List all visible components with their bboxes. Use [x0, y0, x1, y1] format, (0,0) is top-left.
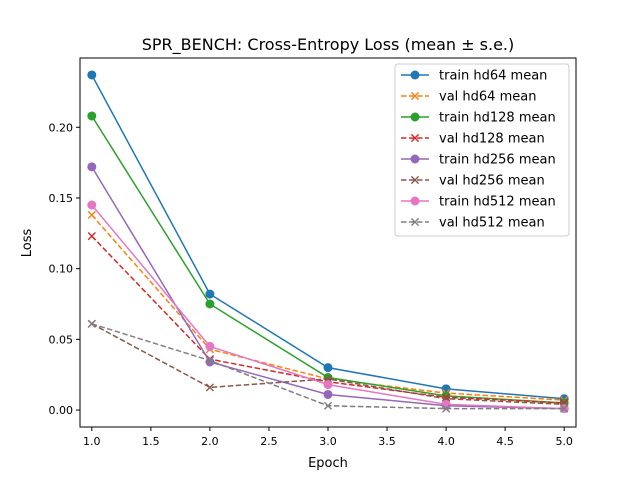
x-tick-label: 3.5 — [378, 435, 396, 448]
legend-box — [394, 63, 570, 237]
data-point — [442, 393, 451, 402]
legend-marker — [410, 112, 420, 122]
data-point — [205, 289, 215, 299]
y-tick-label: 0.05 — [49, 333, 74, 346]
legend-entry: val hd64 mean — [401, 90, 536, 105]
data-point — [205, 356, 214, 365]
x-tick-label: 2.5 — [260, 435, 278, 448]
legend-entry: val hd256 mean — [401, 174, 545, 189]
x-tick-label: 5.0 — [555, 435, 573, 448]
legend-label: train hd128 mean — [439, 111, 556, 126]
legend-entry: val hd128 mean — [401, 132, 545, 147]
legend-marker — [410, 217, 420, 227]
y-tick-label: 0.20 — [49, 121, 74, 134]
legend: train hd64 mean val hd64 mean train hd128 … — [394, 63, 570, 237]
data-point — [323, 401, 333, 410]
data-point — [323, 389, 333, 399]
data-point — [87, 232, 96, 241]
y-axis: 0.00 0.05 0.10 0.15 0.20 — [49, 121, 80, 417]
data-point — [205, 299, 215, 309]
x-axis-label: Epoch — [308, 456, 348, 471]
y-tick-label: 0.15 — [49, 192, 74, 205]
x-tick-label: 4.5 — [496, 435, 514, 448]
legend-marker — [410, 70, 420, 80]
x-tick-label: 3.0 — [319, 435, 337, 448]
legend-marker — [410, 175, 420, 185]
data-point — [205, 383, 214, 392]
x-tick-label: 2.0 — [201, 435, 219, 448]
legend-label: train hd256 mean — [439, 153, 556, 168]
data-point — [441, 399, 451, 409]
legend-marker — [410, 91, 420, 101]
data-point — [323, 363, 333, 373]
legend-label: val hd64 mean — [439, 90, 536, 105]
legend-entry: train hd128 mean — [401, 111, 556, 126]
data-point — [560, 404, 569, 413]
legend-marker — [410, 133, 420, 143]
legend-label: val hd128 mean — [439, 132, 545, 147]
data-point — [87, 162, 97, 172]
data-point — [87, 210, 96, 220]
data-point — [87, 70, 97, 80]
data-point — [87, 319, 96, 328]
y-axis-label: Loss — [20, 229, 35, 258]
legend-label: val hd512 mean — [439, 216, 545, 231]
x-tick-label: 1.0 — [83, 435, 101, 448]
legend-label: train hd512 mean — [439, 195, 556, 210]
legend-entry: train hd64 mean — [401, 69, 547, 84]
data-point — [87, 200, 97, 210]
chart-title: SPR_BENCH: Cross-Entropy Loss (mean ± s.… — [142, 35, 515, 55]
series-7 — [87, 319, 569, 413]
x-axis: 1.0 1.5 2.0 2.5 3.0 3.5 4.0 4.5 5.0 — [83, 427, 573, 448]
data-point — [442, 404, 451, 413]
legend-marker — [410, 154, 420, 164]
legend-label: val hd256 mean — [439, 174, 545, 189]
data-point — [205, 341, 215, 351]
data-point — [87, 111, 97, 121]
y-tick-label: 0.10 — [49, 263, 74, 276]
plot-area — [87, 70, 569, 414]
legend-entry: train hd256 mean — [401, 153, 556, 168]
data-point — [323, 380, 333, 390]
legend-marker — [410, 196, 420, 206]
x-tick-label: 4.0 — [437, 435, 455, 448]
y-tick-label: 0.00 — [49, 404, 74, 417]
x-tick-label: 1.5 — [142, 435, 160, 448]
legend-label: train hd64 mean — [439, 69, 547, 84]
legend-entry: train hd512 mean — [401, 195, 556, 210]
legend-entry: val hd512 mean — [401, 216, 545, 231]
